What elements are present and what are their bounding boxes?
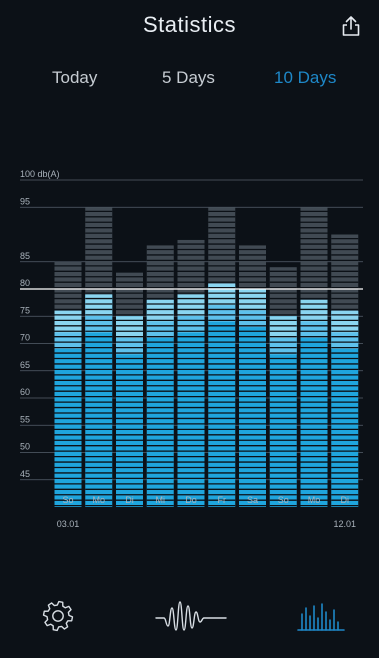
y-tick-label: 55 — [20, 414, 30, 424]
x-tick-label: Mo — [308, 495, 321, 505]
y-tick-label: 50 — [20, 442, 30, 452]
bar-highlight — [331, 310, 359, 333]
bar-upper — [331, 234, 359, 311]
bar-mid — [146, 321, 174, 339]
y-tick-label: 85 — [20, 251, 30, 261]
x-tick-label: Do — [185, 495, 197, 505]
x-tick-label: Sa — [247, 495, 258, 505]
bar-upper — [269, 267, 297, 317]
settings-button[interactable] — [38, 596, 78, 636]
y-tick-label: 95 — [20, 196, 30, 206]
x-tick-label: Di — [341, 495, 350, 505]
bar-highlight — [116, 316, 143, 339]
bar-mid — [177, 316, 205, 333]
x-tick-label: Fr — [218, 495, 227, 505]
x-tick-label: Mi — [156, 495, 166, 505]
bar-mid — [300, 321, 328, 339]
bar-mid — [331, 332, 359, 349]
end-date-label: 12.01 — [333, 519, 356, 529]
bar-upper — [300, 207, 328, 300]
tab-10-days[interactable]: 10 Days — [274, 68, 337, 87]
bar-mid — [208, 305, 236, 322]
y-tick-label: 80 — [20, 278, 30, 288]
x-tick-label: So — [62, 495, 73, 505]
noise-level-chart: 100 db(A) 95 85 80 75 70 65 60 55 50 45 So Mo Di Mi Do F… — [20, 169, 363, 529]
waveform-icon — [155, 601, 227, 631]
tab-5-days[interactable]: 5 Days — [162, 68, 215, 87]
bar-highlight — [300, 299, 328, 322]
share-icon — [342, 16, 360, 36]
y-tick-label: 70 — [20, 333, 30, 343]
bar-highlight — [269, 316, 297, 339]
bottom-navigation — [0, 588, 379, 658]
bar-upper — [85, 207, 113, 295]
y-tick-label: 65 — [20, 360, 30, 370]
y-tick-label: 75 — [20, 305, 30, 315]
bar-upper — [54, 261, 82, 311]
measure-button[interactable] — [152, 596, 232, 636]
bar-upper — [208, 207, 236, 284]
statistics-bars-icon — [297, 603, 345, 631]
statistics-button[interactable] — [294, 596, 348, 636]
start-date-label: 03.01 — [57, 519, 80, 529]
bar-mid — [239, 310, 266, 328]
settings-gear-icon — [42, 600, 74, 632]
x-tick-label: Mo — [92, 495, 105, 505]
bar-highlight — [146, 299, 174, 322]
y-tick-label: 100 db(A) — [20, 169, 60, 179]
bar-highlight — [239, 289, 266, 311]
page-title: Statistics — [142, 12, 237, 37]
x-tick-label: So — [278, 495, 289, 505]
bar-highlight — [208, 283, 236, 306]
header-bar: Statistics — [0, 0, 379, 56]
period-tabs: Today 5 Days 10 Days — [0, 68, 379, 96]
bar-mid — [269, 338, 297, 355]
bar-highlight — [54, 310, 82, 333]
bar-mid — [85, 316, 113, 333]
y-tick-label: 60 — [20, 387, 30, 397]
bar-mid — [54, 332, 82, 349]
bar-highlight — [85, 294, 113, 317]
y-tick-label: 45 — [20, 469, 30, 479]
bar-upper — [177, 239, 205, 295]
x-tick-label: Di — [125, 495, 134, 505]
bar-highlight — [177, 294, 205, 317]
share-button[interactable] — [339, 14, 363, 38]
bar-upper — [146, 245, 174, 300]
tab-today[interactable]: Today — [52, 68, 98, 87]
bar-mid — [116, 338, 143, 355]
